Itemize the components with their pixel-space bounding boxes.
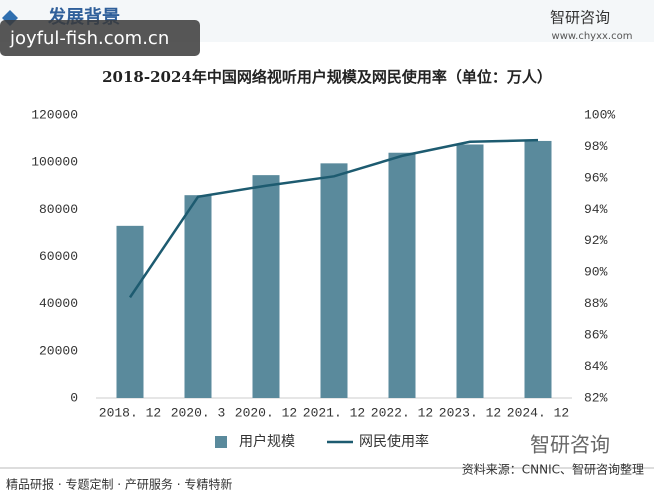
- chart-title: 2018-2024年中国网络视听用户规模及网民使用率（单位：万人）: [102, 68, 552, 86]
- y-tick-label: 60000: [39, 249, 78, 264]
- y-tick-label: 80000: [39, 202, 78, 217]
- y-tick-label: 40000: [39, 296, 78, 311]
- footer-brand: 智研咨询: [530, 433, 610, 457]
- y2-tick-label: 98%: [584, 139, 608, 154]
- bar: [184, 195, 212, 398]
- site: www.chyxx.com: [552, 31, 633, 42]
- bar: [388, 152, 416, 398]
- line: [128, 138, 539, 299]
- y2-tick-label: 82%: [584, 390, 608, 405]
- bar: [456, 144, 484, 398]
- x-tick-label: 2018. 12: [99, 405, 161, 420]
- x-tick-label: 2024. 12: [507, 405, 569, 420]
- brand: 智研咨询: [550, 9, 610, 27]
- x-tick-label: 2021. 12: [303, 405, 365, 420]
- y-tick-label: 0: [70, 390, 78, 405]
- y-tick-label: 100000: [31, 155, 78, 170]
- legend-label: 用户规模: [239, 433, 295, 450]
- y2-tick-label: 96%: [584, 170, 608, 185]
- source: 资料来源：CNNIC、智研咨询整理: [462, 462, 644, 477]
- footer-services: 精品研报 · 专题定制 · 产研服务 · 专精特新: [6, 477, 232, 492]
- x-tick-label: 2023. 12: [439, 405, 501, 420]
- y2-tick-label: 90%: [584, 265, 608, 280]
- watermark-box: [0, 20, 200, 56]
- legend-label: 网民使用率: [359, 433, 429, 450]
- bar: [524, 140, 552, 399]
- y2-tick-label: 88%: [584, 296, 608, 311]
- y2-tick-label: 100%: [584, 107, 615, 122]
- watermark: joyful-fish.com.cn: [9, 28, 169, 49]
- bar: [116, 225, 144, 398]
- y2-tick-label: 94%: [584, 202, 608, 217]
- y2-tick-label: 92%: [584, 233, 608, 248]
- x-tick-label: 2020. 3: [171, 405, 226, 420]
- legend-swatch: [215, 436, 227, 448]
- y-tick-label: 20000: [39, 343, 78, 358]
- x-tick-label: 2020. 12: [235, 405, 297, 420]
- y2-tick-label: 84%: [584, 359, 608, 374]
- y-tick-label: 120000: [31, 107, 78, 122]
- x-tick-label: 2022. 12: [371, 405, 433, 420]
- bar: [252, 175, 280, 398]
- y2-tick-label: 86%: [584, 328, 608, 343]
- bar: [320, 163, 348, 398]
